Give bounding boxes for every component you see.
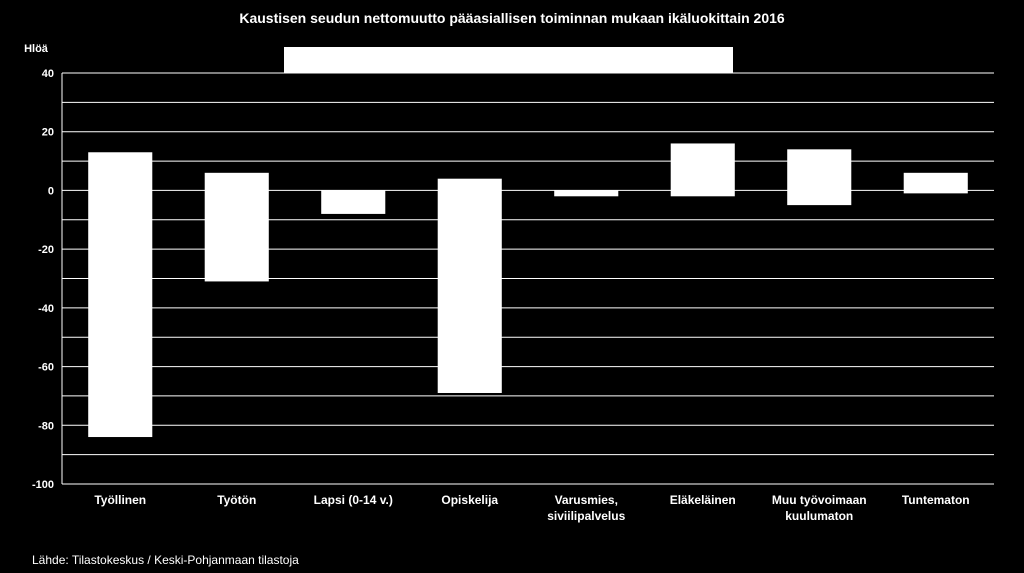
y-axis-label: Hlöä — [24, 43, 49, 55]
bar — [437, 178, 502, 393]
x-tick-label: Muu työvoimaan kuulumaton — [772, 493, 867, 523]
x-axis-labels: Työllinen Työtön Lapsi (0-14 v.) Opiskelija… — [94, 493, 969, 523]
chart-title: Kaustisen seudun nettomuutto pääasiallis… — [239, 10, 785, 26]
legend-box — [284, 47, 733, 73]
y-tick-label: -40 — [38, 303, 54, 315]
bar — [787, 149, 852, 206]
bars — [88, 143, 968, 438]
bar — [903, 172, 968, 194]
y-tick-label: 20 — [42, 127, 54, 139]
y-tick-label: 40 — [42, 68, 54, 80]
y-tick-label: 0 — [48, 185, 54, 197]
x-tick-label: Varusmies, siviilipalvelus — [547, 493, 625, 523]
bar — [554, 190, 619, 197]
x-tick-label: Lapsi (0-14 v.) — [314, 493, 393, 507]
bar — [321, 190, 386, 214]
x-tick-label: Työllinen — [94, 493, 146, 507]
x-tick-label: Tuntematon — [902, 493, 970, 507]
y-tick-label: -20 — [38, 244, 54, 256]
bar — [88, 152, 153, 438]
source-note: Lähde: Tilastokeskus / Keski-Pohjanmaan … — [32, 553, 299, 567]
y-tick-label: -60 — [38, 362, 54, 374]
y-axis-ticks: 40 20 0 -20 -40 -60 -80 -100 — [32, 68, 54, 491]
y-tick-label: -80 — [38, 420, 54, 432]
bar — [204, 172, 269, 282]
x-tick-label: Eläkeläinen — [670, 493, 736, 507]
grid — [61, 72, 994, 485]
bar — [670, 143, 735, 197]
x-tick-label: Työtön — [217, 493, 256, 507]
x-tick-label: Opiskelija — [441, 493, 498, 507]
y-tick-label: -100 — [32, 479, 54, 491]
